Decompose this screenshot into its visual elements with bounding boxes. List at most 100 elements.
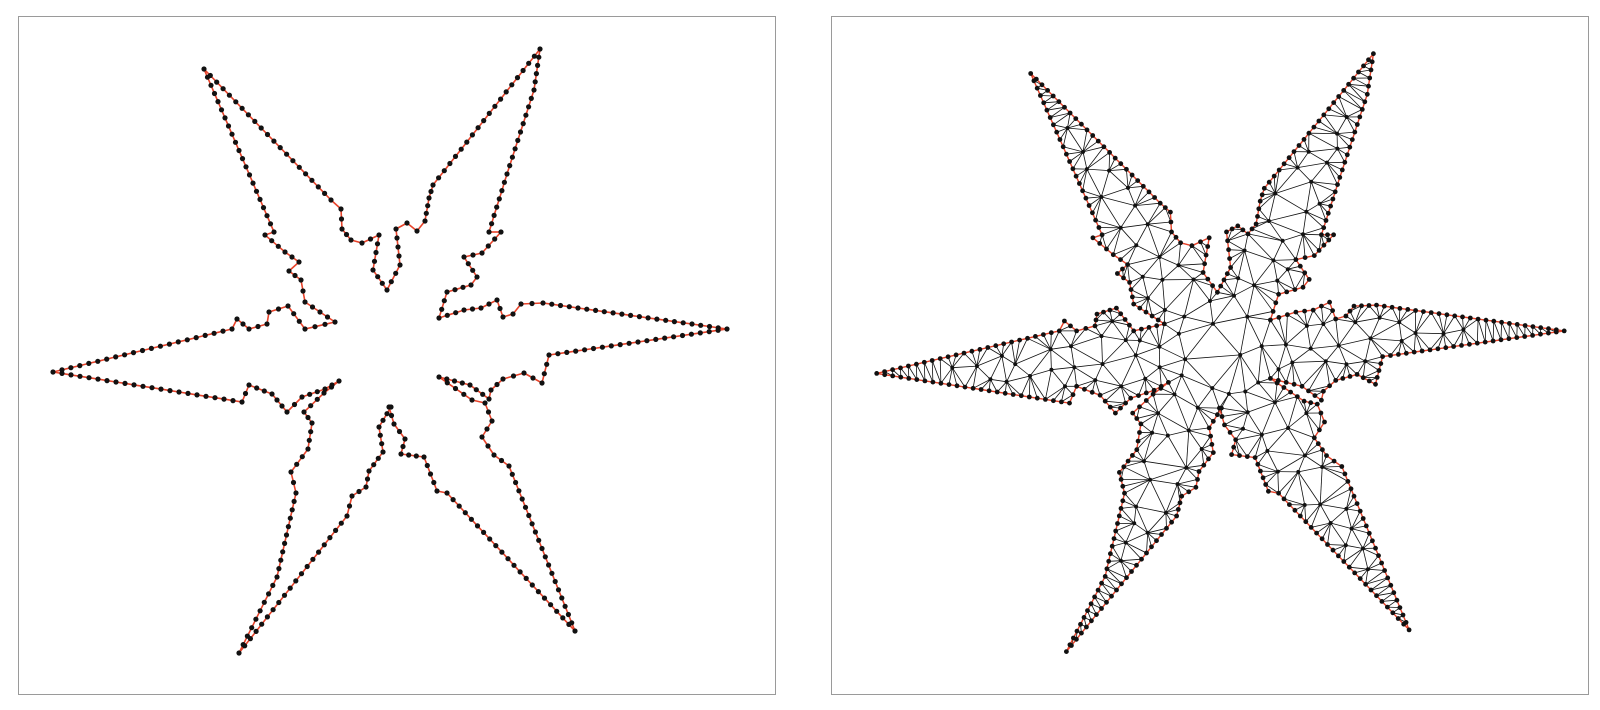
boundary-vertex xyxy=(985,345,991,350)
boundary-vertex xyxy=(644,338,650,344)
boundary-vertex xyxy=(1312,393,1318,398)
boundary-vertex xyxy=(461,391,467,397)
boundary-vertex xyxy=(305,446,311,452)
boundary-vertex xyxy=(157,343,163,349)
mesh-edge xyxy=(916,364,926,382)
boundary-vertex xyxy=(1222,422,1227,428)
boundary-vertex xyxy=(470,267,476,273)
boundary-vertex xyxy=(1373,381,1378,387)
boundary-vertex xyxy=(489,418,495,424)
boundary-vertex xyxy=(706,323,713,330)
mesh-edge xyxy=(1306,325,1312,349)
boundary-vertex xyxy=(441,168,447,174)
boundary-vertex xyxy=(388,412,395,419)
mesh-edge xyxy=(1274,382,1278,403)
boundary-vertex xyxy=(393,226,399,232)
boundary-vertex xyxy=(211,90,218,97)
boundary-vertex xyxy=(204,74,211,80)
mesh-edge xyxy=(1348,84,1366,103)
interior-vertex xyxy=(1323,359,1328,364)
mesh-edge xyxy=(1082,129,1088,152)
mesh-edge xyxy=(1306,323,1324,327)
boundary-vertex xyxy=(246,382,252,388)
mesh-edge xyxy=(1273,260,1278,281)
mesh-edge xyxy=(1242,412,1249,429)
mesh-edge xyxy=(1197,407,1210,429)
mesh-edge xyxy=(1370,584,1391,591)
boundary-vertex xyxy=(243,164,249,170)
mesh-edge xyxy=(1367,555,1379,570)
mesh-edge xyxy=(951,367,958,386)
mesh-edge xyxy=(1135,346,1160,356)
interior-vertex xyxy=(1162,308,1167,312)
boundary-vertex xyxy=(1388,582,1394,588)
boundary-vertex xyxy=(1315,441,1321,447)
boundary-vertex xyxy=(1346,81,1351,87)
mesh-edge xyxy=(1123,460,1145,468)
mesh-edge xyxy=(1306,412,1315,438)
mesh-edge xyxy=(1223,279,1235,296)
mesh-edge xyxy=(1330,522,1352,529)
boundary-vertex xyxy=(544,361,550,367)
boundary-vertex xyxy=(1094,311,1100,317)
boundary-vertex xyxy=(283,532,290,538)
mesh-edge xyxy=(1139,406,1159,414)
interior-vertex xyxy=(1142,459,1146,464)
boundary-vertex xyxy=(1086,203,1092,208)
boundary-vertex xyxy=(193,335,199,341)
interior-vertex xyxy=(1145,222,1150,227)
boundary-vertex xyxy=(523,575,529,582)
mesh-edge xyxy=(1257,463,1278,472)
mesh-edge xyxy=(1157,394,1175,414)
mesh-edge xyxy=(1239,354,1259,383)
boundary-vertex xyxy=(1522,323,1528,328)
boundary-vertex xyxy=(977,347,983,352)
boundary-vertex xyxy=(253,188,260,194)
boundary-vertex xyxy=(1379,560,1384,566)
boundary-vertex xyxy=(343,231,350,238)
boundary-vertex xyxy=(439,306,445,312)
mesh-edge xyxy=(1106,568,1122,585)
boundary-vertex xyxy=(1205,276,1211,282)
boundary-vertex xyxy=(930,379,936,385)
mesh-edge xyxy=(1346,495,1355,510)
boundary-vertex xyxy=(86,375,92,381)
mesh-edge xyxy=(1101,227,1121,236)
boundary-vertex xyxy=(1283,380,1289,385)
boundary-vertex xyxy=(306,437,312,443)
mesh-edge xyxy=(1105,576,1122,585)
boundary-vertex xyxy=(280,549,286,555)
mesh-edge xyxy=(1247,233,1274,261)
boundary-vertex xyxy=(336,378,342,384)
boundary-vertex xyxy=(1143,390,1149,396)
boundary-vertex xyxy=(491,452,497,458)
boundary-vertex xyxy=(1296,143,1302,148)
mesh-edge xyxy=(1260,470,1278,472)
mesh-edge xyxy=(948,367,953,385)
interior-vertex xyxy=(1318,502,1323,507)
boundary-vertex xyxy=(1310,307,1316,313)
boundary-vertex xyxy=(226,92,232,98)
mesh-edge xyxy=(1188,430,1203,450)
interior-vertex xyxy=(1118,558,1123,563)
boundary-vertex xyxy=(898,374,904,380)
boundary-vertex xyxy=(1331,232,1336,238)
mesh-edge xyxy=(1342,364,1347,379)
mesh-edge xyxy=(1501,322,1510,339)
mesh-edge xyxy=(1336,133,1353,140)
mesh-edge xyxy=(1437,333,1444,349)
boundary-vertex xyxy=(505,556,511,562)
boundary-vertex xyxy=(994,389,1000,395)
boundary-vertex xyxy=(499,549,505,555)
boundary-vertex xyxy=(1318,410,1324,416)
interior-vertex xyxy=(1266,219,1271,223)
boundary-vertex xyxy=(921,359,927,365)
mesh-edge xyxy=(1365,569,1369,585)
boundary-vertex xyxy=(1096,225,1102,230)
boundary-vertex xyxy=(175,339,181,345)
interior-vertex xyxy=(1100,362,1105,366)
boundary-vertex xyxy=(444,376,450,382)
boundary-vertex xyxy=(469,397,475,403)
mesh-edge xyxy=(1287,314,1308,327)
mesh-edge xyxy=(1139,340,1160,348)
